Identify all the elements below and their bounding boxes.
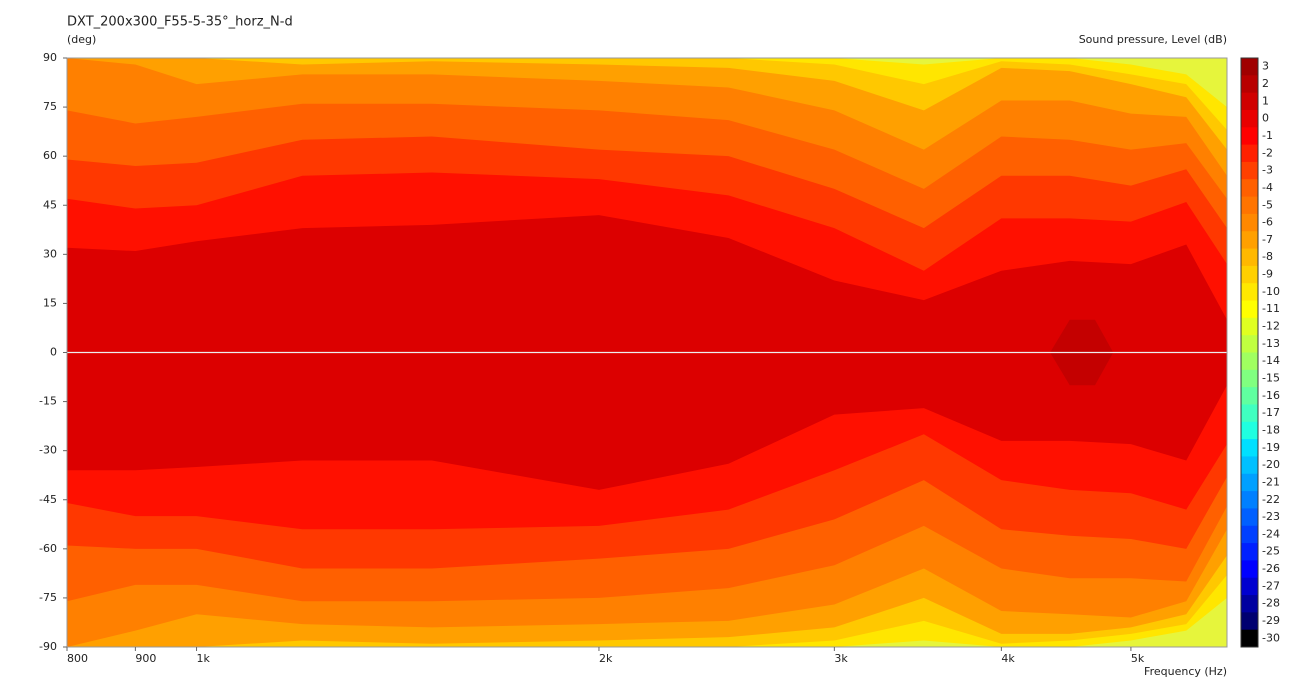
colorbar-cell [1241, 612, 1258, 631]
colorbar-label: -4 [1262, 181, 1273, 194]
x-tick-label: 900 [135, 652, 156, 665]
colorbar-label: -18 [1262, 423, 1280, 436]
y-tick-label: -60 [39, 542, 57, 555]
colorbar-cell [1241, 352, 1258, 371]
colorbar-cell [1241, 231, 1258, 250]
colorbar-label: -1 [1262, 129, 1273, 142]
colorbar-cell [1241, 595, 1258, 613]
colorbar-cell [1241, 196, 1258, 215]
colorbar-cell [1241, 109, 1258, 128]
x-axis-label: Frequency (Hz) [1144, 665, 1227, 678]
colorbar-cell [1241, 491, 1258, 509]
colorbar-label: -8 [1262, 250, 1273, 263]
colorbar-label: -12 [1262, 320, 1280, 333]
y-tick-label: 30 [43, 247, 57, 260]
colorbar-label: -19 [1262, 441, 1280, 454]
colorbar-label: Sound pressure, Level (dB) [1079, 33, 1227, 46]
colorbar-cell [1241, 144, 1258, 163]
colorbar-cell [1241, 75, 1258, 94]
colorbar-label: 1 [1262, 94, 1269, 107]
colorbar-label: -7 [1262, 233, 1273, 246]
y-tick-label: -30 [39, 444, 57, 457]
colorbar-label: -11 [1262, 302, 1280, 315]
colorbar-label: -22 [1262, 493, 1280, 506]
colorbar-label: 0 [1262, 112, 1269, 125]
chart-title: DXT_200x300_F55-5-35°_horz_N-d [67, 15, 293, 30]
colorbar-label: -24 [1262, 527, 1280, 540]
y-tick-label: -15 [39, 395, 57, 408]
y-tick-label: -75 [39, 591, 57, 604]
colorbar-label: -21 [1262, 475, 1280, 488]
x-tick-label: 5k [1131, 652, 1145, 665]
x-tick-label: 1k [197, 652, 211, 665]
colorbar-label: -6 [1262, 216, 1273, 229]
colorbar-label: -9 [1262, 268, 1273, 281]
colorbar-cell [1241, 560, 1258, 579]
colorbar-cell [1241, 300, 1258, 319]
colorbar-cell [1241, 456, 1258, 475]
colorbar-cell [1241, 577, 1258, 596]
colorbar-cell [1241, 179, 1258, 198]
colorbar-label: -23 [1262, 510, 1280, 523]
colorbar-label: -10 [1262, 285, 1280, 298]
colorbar-cell [1241, 265, 1258, 284]
colorbar-label: -28 [1262, 597, 1280, 610]
colorbar-cell [1241, 248, 1258, 267]
colorbar-cell [1241, 473, 1258, 492]
colorbar-label: -29 [1262, 614, 1280, 627]
x-tick-label: 2k [599, 652, 613, 665]
y-tick-label: 90 [43, 51, 57, 64]
colorbar-cell [1241, 92, 1258, 111]
colorbar-cell [1241, 508, 1258, 527]
colorbar-label: -30 [1262, 631, 1280, 644]
colorbar-cell [1241, 335, 1258, 353]
colorbar-label: -16 [1262, 389, 1280, 402]
y-tick-label: 0 [50, 346, 57, 359]
colorbar-cell [1241, 543, 1258, 561]
colorbar-label: -20 [1262, 458, 1280, 471]
y-tick-label: -90 [39, 640, 57, 653]
colorbar-cell [1241, 404, 1258, 423]
colorbar-label: -17 [1262, 406, 1280, 419]
colorbar-label: -2 [1262, 146, 1273, 159]
y-tick-label: 45 [43, 198, 57, 211]
y-tick-label: 15 [43, 296, 57, 309]
colorbar-cell [1241, 161, 1258, 180]
colorbar-cell [1241, 421, 1258, 440]
colorbar-label: -14 [1262, 354, 1280, 367]
colorbar-label: -25 [1262, 545, 1280, 558]
x-tick-label: 800 [67, 652, 88, 665]
colorbar-label: -5 [1262, 198, 1273, 211]
y-tick-label: 75 [43, 100, 57, 113]
x-tick-label: 3k [834, 652, 848, 665]
x-tick-label: 4k [1001, 652, 1015, 665]
colorbar-label: 2 [1262, 77, 1269, 90]
colorbar-cell [1241, 439, 1258, 457]
colorbar-cell [1241, 387, 1258, 405]
colorbar-cell [1241, 629, 1258, 648]
colorbar-cell [1241, 369, 1258, 388]
colorbar-cell [1241, 317, 1258, 336]
colorbar-cell [1241, 213, 1258, 232]
colorbar-cell [1241, 127, 1258, 146]
colorbar-cell [1241, 525, 1258, 544]
colorbar-frame [1240, 57, 1259, 648]
colorbar-label: 3 [1262, 60, 1269, 73]
y-tick-label: 60 [43, 149, 57, 162]
colorbar-label: -15 [1262, 371, 1280, 384]
colorbar-label: -13 [1262, 337, 1280, 350]
colorbar-label: -3 [1262, 164, 1273, 177]
y-axis-label: (deg) [67, 33, 96, 46]
colorbar-cell [1241, 283, 1258, 302]
colorbar-cell [1241, 58, 1258, 76]
y-tick-label: -45 [39, 493, 57, 506]
colorbar-label: -27 [1262, 579, 1280, 592]
colorbar-label: -26 [1262, 562, 1280, 575]
